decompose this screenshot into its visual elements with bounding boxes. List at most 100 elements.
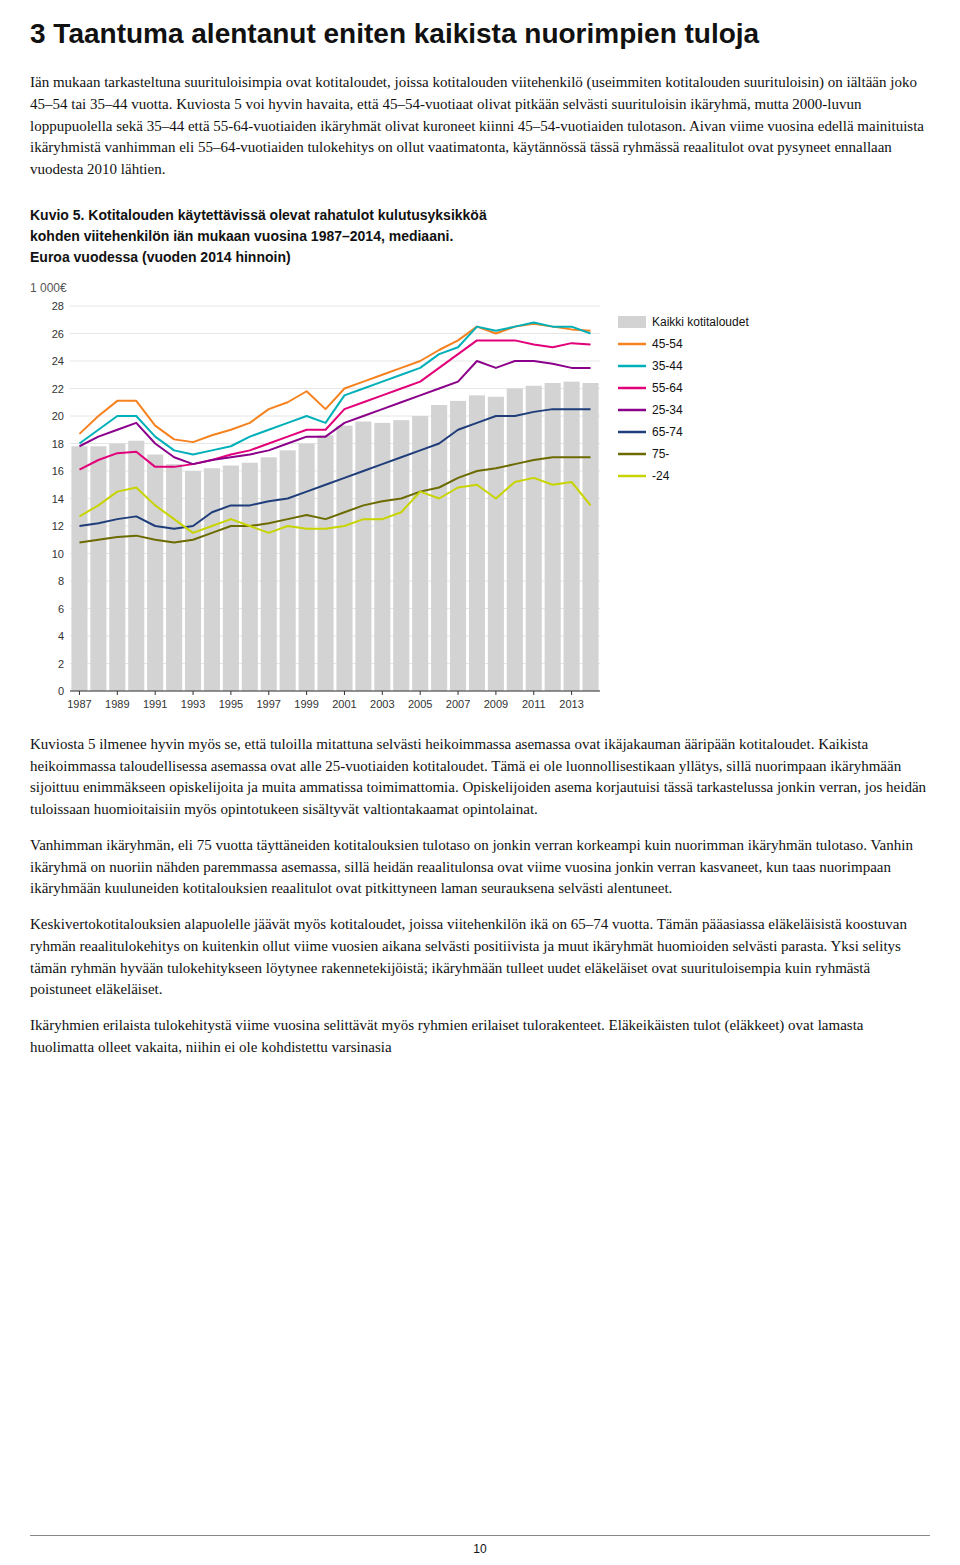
legend-swatch [618,409,646,412]
line [79,409,590,529]
bar [261,457,277,691]
x-axis: 1987 1989 1991 1993 1995 1997 1999 2001 2003 2005… [67,691,600,710]
y-axis: 0246810121416182022242628 [52,300,64,697]
y-tick-label: 6 [58,602,64,614]
x-tick [382,691,383,695]
page-number: 10 [0,1542,960,1556]
x-tick-label: 2013 [559,698,583,710]
bar [71,446,87,691]
bar [469,395,485,691]
spacer [30,718,930,734]
bar [355,421,371,691]
legend-label: Kaikki kotitaloudet [652,315,749,329]
paragraph: Keskivertokotitalouksien alapuolelle jää… [30,914,930,1001]
y-tick-label: 14 [52,492,64,504]
paragraph: Iän mukaan tarkasteltuna suurituloisimpi… [30,72,930,181]
legend-swatch [618,475,646,478]
line [79,322,590,454]
paragraph: Vanhimman ikäryhmän, eli 75 vuotta täytt… [30,835,930,900]
legend-label: -24 [652,469,670,483]
x-tick-label: 1989 [105,698,129,710]
bar [393,420,409,691]
legend-swatch [618,343,646,346]
legend-swatch [618,387,646,390]
x-tick [458,691,459,695]
paragraph: Kuviosta 5 ilmenee hyvin myös se, että t… [30,734,930,821]
bar [223,465,239,691]
x-tick-label: 1995 [219,698,243,710]
legend-label: 75- [652,447,669,461]
x-tick-label: 1999 [294,698,318,710]
y-axis-label: 1 000€ [30,281,67,295]
x-tick-label: 2005 [408,698,432,710]
chart-title: Kuvio 5. Kotitalouden käytettävissä olev… [30,205,930,268]
line [79,478,590,533]
heading: 3 Taantuma alentanut eniten kaikista nuo… [30,18,930,50]
y-tick-label: 8 [58,575,64,587]
legend-label: 35-44 [652,359,683,373]
bar [488,397,504,691]
x-tick-label: 2001 [332,698,356,710]
y-tick-label: 0 [58,685,64,697]
bar [545,383,561,691]
bar [242,463,258,691]
x-tick-label: 2003 [370,698,394,710]
bar [507,388,523,691]
y-tick-label: 12 [52,520,64,532]
x-tick-label: 1987 [67,698,91,710]
bar [317,435,333,691]
bar [280,450,296,691]
y-tick-label: 20 [52,410,64,422]
grid-line [70,333,600,334]
x-tick-label: 1997 [257,698,281,710]
legend-label: 55-64 [652,381,683,395]
bar [299,443,315,691]
bar [109,443,125,691]
y-tick-label: 22 [52,382,64,394]
x-tick [117,691,118,695]
bar [128,441,144,691]
marks [71,322,598,691]
line [79,340,590,469]
x-tick-label: 2007 [446,698,470,710]
x-tick-label: 2011 [522,698,546,710]
x-tick-label: 2009 [484,698,508,710]
y-tick-label: 26 [52,327,64,339]
x-tick [268,691,269,695]
bar [204,468,220,691]
x-tick-label: 1991 [143,698,167,710]
legend-swatch [618,431,646,434]
line [79,324,590,442]
y-tick-label: 28 [52,300,64,312]
legend-label: 45-54 [652,337,683,351]
line [79,361,590,464]
x-axis-line [70,690,600,691]
paragraph: Ikäryhmien erilaista tulokehitystä viime… [30,1015,930,1059]
grid [70,306,600,691]
x-tick [344,691,345,695]
bar [166,464,182,691]
y-tick-label: 2 [58,657,64,669]
y-tick-label: 4 [58,630,64,642]
legend-swatch [618,316,646,328]
legend-swatch [618,365,646,368]
bar [564,381,580,690]
x-tick [571,691,572,695]
x-tick [230,691,231,695]
x-tick-label: 1993 [181,698,205,710]
page: 3 Taantuma alentanut eniten kaikista nuo… [30,0,930,1073]
line [79,457,590,542]
grid-line [70,690,600,691]
x-tick [155,691,156,695]
x-tick [533,691,534,695]
y-tick-label: 18 [52,437,64,449]
bar [147,454,163,691]
bar [90,446,106,691]
y-tick-label: 16 [52,465,64,477]
x-tick [495,691,496,695]
y-tick-label: 24 [52,355,64,367]
x-tick [306,691,307,695]
chart: 1 000€0246810121416182022242628198719891… [30,278,930,718]
y-tick-label: 10 [52,547,64,559]
bar [582,383,598,691]
